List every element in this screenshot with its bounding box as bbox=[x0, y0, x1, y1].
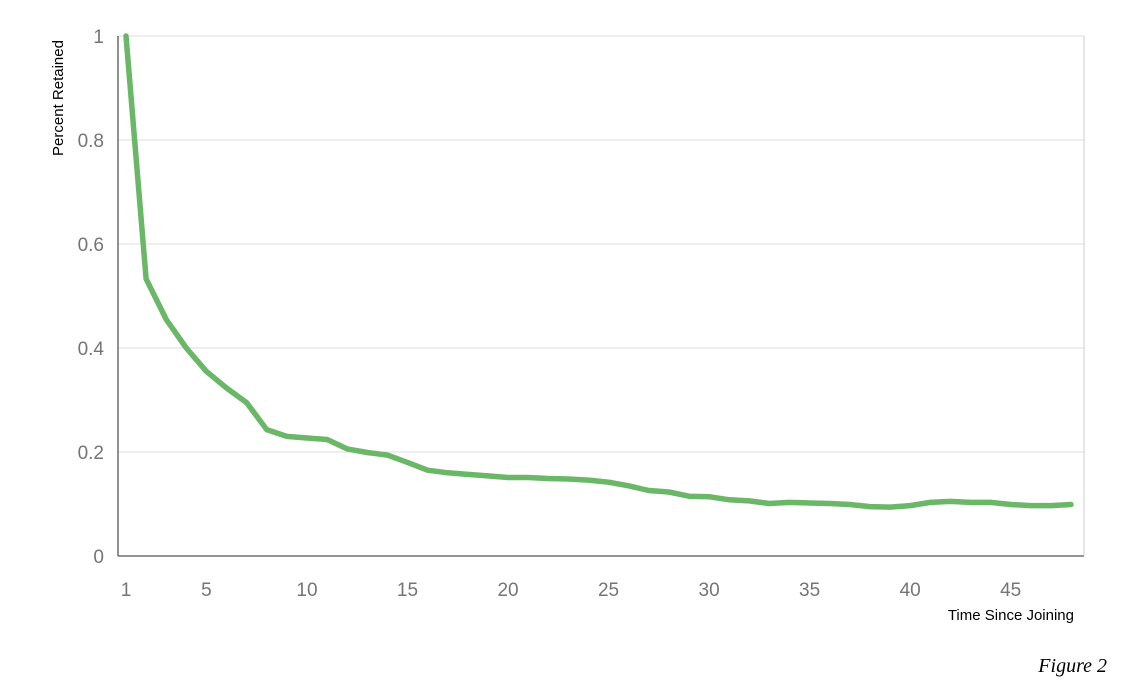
series-layer bbox=[123, 33, 1074, 510]
y-tick-label: 0 bbox=[93, 547, 104, 568]
x-tick-labels: 1 5 10 15 20 25 30 35 40 45 bbox=[121, 580, 1022, 601]
figure-caption: Figure 2 bbox=[1038, 655, 1107, 677]
x-tick-label: 20 bbox=[497, 580, 518, 601]
y-tick-label: 0.2 bbox=[78, 443, 104, 464]
x-tick-label: 30 bbox=[699, 580, 720, 601]
x-tick-label: 1 bbox=[121, 580, 132, 601]
axes bbox=[117, 36, 1085, 557]
retention-series-line bbox=[123, 33, 1074, 510]
y-tick-label: 0.8 bbox=[78, 131, 104, 152]
y-tick-label: 1 bbox=[93, 27, 104, 48]
x-tick-label: 10 bbox=[296, 580, 317, 601]
y-tick-labels: 0 0.2 0.4 0.6 0.8 1 bbox=[78, 27, 105, 568]
x-axis-title: Time Since Joining bbox=[948, 607, 1074, 624]
x-tick-label: 25 bbox=[598, 580, 619, 601]
y-tick-label: 0.4 bbox=[78, 339, 105, 360]
x-tick-label: 40 bbox=[900, 580, 921, 601]
x-tick-label: 45 bbox=[1000, 580, 1021, 601]
y-axis-title: Percent Retained bbox=[50, 40, 67, 156]
y-tick-label: 0.6 bbox=[78, 235, 104, 256]
x-tick-label: 35 bbox=[799, 580, 820, 601]
x-tick-label: 5 bbox=[201, 580, 212, 601]
grid-lines bbox=[118, 35, 1084, 453]
x-tick-label: 15 bbox=[397, 580, 418, 601]
